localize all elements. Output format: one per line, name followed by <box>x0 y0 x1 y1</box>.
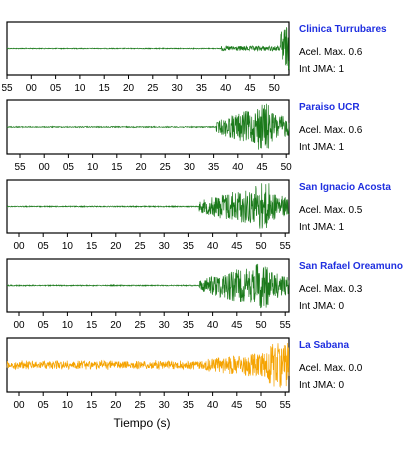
tick-label: 50 <box>255 400 267 411</box>
tick-label: 10 <box>87 162 99 173</box>
station-name: Paraiso UCR <box>299 102 360 113</box>
tick-label: 55 <box>280 320 292 331</box>
tick-label: 25 <box>134 320 146 331</box>
tick-label: 15 <box>86 241 98 252</box>
tick-label: 20 <box>110 400 122 411</box>
tick-label: 25 <box>134 241 146 252</box>
max-acceleration: Acel. Max. 0.5 <box>299 205 363 216</box>
tick-label: 30 <box>172 83 184 94</box>
station-name: San Ignacio Acosta <box>299 182 391 193</box>
jma-intensity: Int JMA: 1 <box>299 222 345 233</box>
tick-label: 05 <box>38 400 50 411</box>
tick-label: 30 <box>159 320 171 331</box>
station-name: Clinica Turrubares <box>299 24 387 35</box>
tick-label: 50 <box>269 83 281 94</box>
jma-intensity: Int JMA: 1 <box>299 64 345 75</box>
tick-label: 35 <box>183 320 195 331</box>
tick-label: 05 <box>63 162 75 173</box>
tick-label: 45 <box>256 162 268 173</box>
tick-label: 50 <box>255 320 267 331</box>
tick-label: 30 <box>184 162 196 173</box>
tick-label: 25 <box>160 162 172 173</box>
tick-label: 25 <box>134 400 146 411</box>
tick-label: 15 <box>86 400 98 411</box>
waveform-trace-3 <box>6 183 290 229</box>
tick-label: 40 <box>207 400 219 411</box>
station-name: San Rafael Oreamuno <box>299 261 403 272</box>
tick-label: 40 <box>220 83 232 94</box>
tick-label: 20 <box>123 83 135 94</box>
tick-label: 30 <box>159 241 171 252</box>
tick-label: 15 <box>99 83 111 94</box>
tick-label: 45 <box>231 241 243 252</box>
tick-label: 35 <box>183 241 195 252</box>
max-acceleration: Acel. Max. 0.6 <box>299 125 363 136</box>
tick-label: 10 <box>62 241 74 252</box>
tick-label: 45 <box>231 400 243 411</box>
tick-label: 55 <box>280 241 292 252</box>
max-acceleration: Acel. Max. 0.3 <box>299 284 363 295</box>
tick-label: 55 <box>1 83 13 94</box>
tick-label: 05 <box>38 241 50 252</box>
x-axis-label: Tiempo (s) <box>113 416 171 430</box>
tick-label: 45 <box>231 320 243 331</box>
tick-label: 00 <box>13 320 25 331</box>
tick-label: 25 <box>147 83 159 94</box>
station-name: La Sabana <box>299 340 350 351</box>
tick-label: 05 <box>50 83 62 94</box>
tick-label: 00 <box>13 400 25 411</box>
tick-label: 50 <box>281 162 293 173</box>
tick-label: 20 <box>110 320 122 331</box>
tick-label: 15 <box>86 320 98 331</box>
tick-label: 10 <box>62 400 74 411</box>
tick-label: 20 <box>110 241 122 252</box>
tick-label: 35 <box>208 162 220 173</box>
tick-label: 10 <box>62 320 74 331</box>
panel-frame-4 <box>6 258 290 313</box>
max-acceleration: Acel. Max. 0.0 <box>299 363 363 374</box>
tick-label: 40 <box>207 320 219 331</box>
waveform-trace-5 <box>6 342 290 389</box>
tick-label: 05 <box>38 320 50 331</box>
tick-label: 10 <box>74 83 86 94</box>
panel-frame-3 <box>6 179 290 234</box>
tick-label: 40 <box>232 162 244 173</box>
max-acceleration: Acel. Max. 0.6 <box>299 47 363 58</box>
tick-label: 40 <box>207 241 219 252</box>
tick-label: 20 <box>135 162 147 173</box>
jma-intensity: Int JMA: 1 <box>299 142 345 153</box>
tick-label: 00 <box>13 241 25 252</box>
tick-label: 35 <box>196 83 208 94</box>
waveform-trace-2 <box>6 103 290 150</box>
waveform-trace-4 <box>6 263 290 309</box>
jma-intensity: Int JMA: 0 <box>299 301 345 312</box>
waveform-trace-1 <box>6 27 290 71</box>
tick-label: 55 <box>14 162 26 173</box>
tick-label: 00 <box>26 83 38 94</box>
tick-label: 35 <box>183 400 195 411</box>
tick-label: 45 <box>244 83 256 94</box>
jma-intensity: Int JMA: 0 <box>299 380 345 391</box>
tick-label: 00 <box>39 162 51 173</box>
tick-label: 30 <box>159 400 171 411</box>
tick-label: 55 <box>280 400 292 411</box>
tick-label: 50 <box>255 241 267 252</box>
tick-label: 15 <box>111 162 123 173</box>
